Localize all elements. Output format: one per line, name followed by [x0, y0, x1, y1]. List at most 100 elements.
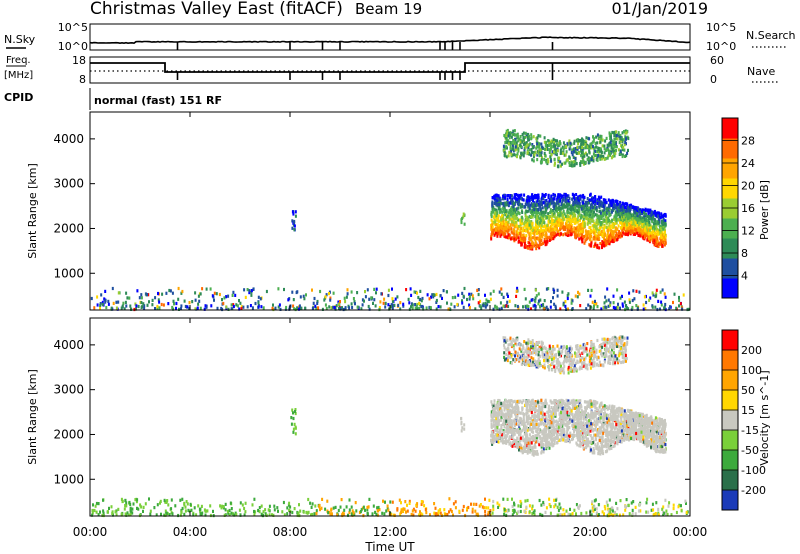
echo-cell — [572, 207, 575, 211]
echo-cell — [573, 232, 576, 237]
echo-cell — [293, 219, 296, 224]
echo-cell — [502, 194, 505, 198]
echo-cell — [316, 299, 319, 304]
echo-cell — [638, 210, 641, 214]
echo-cell — [599, 232, 602, 236]
echo-cell — [468, 295, 471, 299]
echo-cell — [570, 212, 573, 216]
echo-cell — [525, 141, 528, 145]
echo-cell — [449, 508, 452, 512]
echo-cell — [599, 147, 602, 151]
echo-cell — [503, 509, 506, 513]
echo-cell — [617, 148, 620, 152]
echo-cell — [635, 289, 638, 293]
echo-cell — [596, 243, 599, 247]
echo-cell — [139, 503, 142, 507]
echo-cell — [163, 513, 166, 517]
echo-cell — [102, 509, 105, 513]
echo-cell — [594, 195, 596, 199]
echo-cell — [589, 142, 592, 146]
echo-cell — [509, 213, 512, 217]
echo-cell — [574, 157, 577, 161]
echo-cell — [592, 509, 595, 513]
echo-cell — [531, 150, 533, 155]
echo-cell — [670, 513, 673, 517]
freq-left-unit: [MHz] — [4, 70, 33, 81]
echo-cell — [507, 154, 510, 158]
echo-cell — [606, 287, 609, 291]
echo-cell — [384, 301, 387, 305]
echo-cell — [624, 131, 627, 135]
echo-cell — [408, 501, 411, 505]
echo-cell — [626, 151, 629, 155]
echo-cell — [273, 508, 276, 512]
echo-cell — [657, 513, 660, 517]
echo-cell — [615, 306, 618, 310]
echo-cell — [508, 133, 511, 137]
echo-cell — [594, 213, 597, 217]
echo-cell — [618, 140, 621, 145]
echo-cell — [530, 153, 532, 157]
echo-cell — [487, 513, 490, 517]
echo-cell — [624, 209, 627, 213]
echo-cell — [581, 209, 584, 213]
echo-cell — [503, 435, 506, 440]
echo-cell — [659, 224, 661, 229]
echo-cell — [288, 508, 291, 512]
echo-cell — [91, 513, 94, 517]
echo-cell — [617, 231, 620, 236]
echo-cell — [654, 512, 657, 516]
echo-cell — [610, 210, 613, 214]
echo-cell — [471, 507, 474, 511]
echo-cell — [521, 222, 524, 226]
echo-cell — [507, 236, 510, 240]
echo-cell — [265, 289, 268, 294]
echo-cell — [387, 293, 390, 298]
echo-cell — [492, 231, 495, 235]
echo-cell — [602, 405, 605, 409]
echo-cell — [603, 504, 606, 509]
echo-cell — [538, 154, 541, 158]
echo-cell — [439, 508, 442, 512]
echo-cell — [590, 209, 593, 213]
echo-cell — [636, 214, 639, 218]
echo-cell — [523, 222, 526, 226]
echo-cell — [592, 306, 595, 310]
echo-cell — [502, 304, 505, 308]
echo-cell — [560, 164, 562, 168]
echo-cell — [553, 211, 556, 215]
echo-cell — [596, 201, 599, 206]
echo-cell — [557, 198, 560, 202]
echo-cell — [583, 202, 586, 206]
echo-cell — [175, 301, 178, 306]
echo-cell — [641, 225, 644, 229]
echo-cell — [538, 212, 541, 216]
echo-cell — [564, 161, 567, 165]
echo-cell — [288, 501, 291, 505]
echo-cell — [640, 210, 643, 214]
echo-cell — [166, 499, 169, 503]
echo-cell — [446, 512, 449, 517]
echo-cell — [603, 301, 606, 305]
echo-cell — [657, 507, 660, 511]
echo-cell — [488, 498, 491, 502]
echo-cell — [199, 306, 202, 310]
echo-cell — [575, 208, 577, 212]
echo-cell — [658, 216, 661, 220]
echo-cell — [534, 203, 537, 207]
echo-cell — [597, 153, 600, 158]
echo-cell — [567, 210, 570, 214]
echo-cell — [613, 217, 615, 221]
echo-cell — [513, 208, 516, 212]
echo-cell — [475, 512, 478, 516]
echo-cell — [543, 221, 546, 225]
echo-cell — [546, 240, 549, 244]
echo-cell — [300, 306, 303, 310]
echo-cell — [556, 201, 559, 205]
echo-cell — [490, 227, 493, 231]
echo-cell — [615, 137, 618, 141]
echo-cell — [654, 243, 657, 247]
echo-cell — [544, 226, 547, 230]
echo-cell — [539, 134, 542, 138]
echo-cell — [540, 158, 543, 162]
